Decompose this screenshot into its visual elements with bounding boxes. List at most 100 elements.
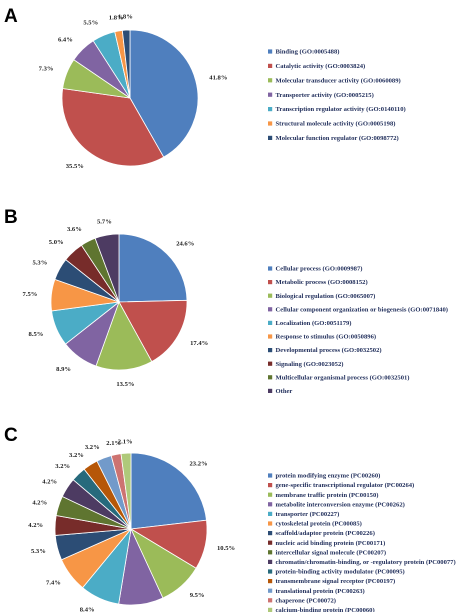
legend-c-swatch-9 xyxy=(268,559,273,564)
legend-c-swatch-5 xyxy=(268,521,273,526)
legend-c-swatch-10 xyxy=(268,569,273,574)
legend-c-swatch-4 xyxy=(268,511,273,516)
legend-b-label-8: Multicellular organismal process (GO:003… xyxy=(276,374,410,381)
legend-c-label-4: transporter (PC00227) xyxy=(276,511,340,518)
legend-a-swatch-4 xyxy=(268,107,273,112)
pie-c-value-label-1: 10.5% xyxy=(217,545,235,552)
legend-c-swatch-13 xyxy=(268,598,273,603)
legend-a-swatch-5 xyxy=(268,121,273,126)
pie-a-value-label-6: 1.8% xyxy=(118,13,133,20)
panel-label-c: C xyxy=(4,425,18,446)
legend-b-label-2: Biological regulation (GO:0065007) xyxy=(276,293,376,300)
pie-c-value-label-9: 4.2% xyxy=(42,479,57,486)
pie-c-value-label-2: 9.5% xyxy=(190,592,205,599)
pie-c-value-label-7: 4.2% xyxy=(28,522,43,529)
legend-a-label-1: Catalytic activity (GO:0003824) xyxy=(276,63,366,70)
pie-c-value-label-6: 5.3% xyxy=(31,548,46,555)
legend-c-swatch-12 xyxy=(268,588,273,593)
legend-c-swatch-1 xyxy=(268,483,273,488)
legend-b-swatch-0 xyxy=(268,266,273,271)
legend-c-label-3: metabolite interconversion enzyme (PC002… xyxy=(276,501,405,508)
legend-c-swatch-3 xyxy=(268,502,273,507)
pie-c-value-label-5: 7.4% xyxy=(46,580,61,587)
pie-a-slice-6 xyxy=(121,29,131,99)
pie-c-value-label-10: 3.2% xyxy=(55,463,70,470)
legend-a-swatch-1 xyxy=(268,63,273,68)
pie-a-value-label-1: 35.5% xyxy=(66,163,84,170)
legend-c-label-12: translational protein (PC00263) xyxy=(276,588,365,595)
pie-c-value-label-13: 2.1% xyxy=(106,440,121,447)
legend-b-swatch-1 xyxy=(268,280,273,285)
legend-b-swatch-8 xyxy=(268,375,273,380)
pie-b-value-label-1: 17.4% xyxy=(190,340,208,347)
legend-c-label-8: intercellular signal molecule (PC00207) xyxy=(276,549,387,556)
legend-a-swatch-3 xyxy=(268,92,273,97)
legend-a-swatch-0 xyxy=(268,49,273,54)
legend-b-swatch-7 xyxy=(268,361,273,366)
pie-c-slice-14 xyxy=(120,452,132,530)
pie-a-value-label-3: 6.4% xyxy=(58,37,73,44)
pie-c-value-label-14: 2.1% xyxy=(118,439,133,446)
pie-c-value-label-8: 4.2% xyxy=(32,499,47,506)
pie-a-value-label-0: 41.8% xyxy=(209,74,227,81)
legend-c-label-11: transmembrane signal receptor (PC00197) xyxy=(276,578,396,585)
panel-b: B 24.6% 17.4% 13.5% 8.9% 8.5% 7.5% 5.3% 5.0%3.6%… xyxy=(4,207,448,395)
pie-b-slice-0 xyxy=(118,233,188,303)
legend-c-swatch-0 xyxy=(268,473,273,478)
legend-b-swatch-9 xyxy=(268,388,273,393)
legend-a-label-3: Transporter activity (GO:0005215) xyxy=(276,92,374,99)
legend-b-swatch-3 xyxy=(268,307,273,312)
pie-c-slice-0 xyxy=(130,452,207,530)
legend-b-swatch-6 xyxy=(268,348,273,353)
panel-a: A 41.8% 35.5% 7.3% 6.4% 5.5% 1.8%1.8% Binding (… xyxy=(4,6,406,170)
legend-c-swatch-8 xyxy=(268,550,273,555)
legend-c-label-5: cytoskeletal protein (PC00085) xyxy=(276,521,362,528)
pie-a-slice-0 xyxy=(129,29,199,158)
legend-a-swatch-2 xyxy=(268,78,273,83)
legend-a-label-0: Binding (GO:0005488) xyxy=(276,49,340,56)
legend-a-label-2: Molecular transducer activity (GO:006008… xyxy=(276,77,401,84)
legend-c-label-13: chaperone (PC00072) xyxy=(276,597,337,604)
legend-a-label-4: Transcription regulator activity (GO:014… xyxy=(276,106,406,113)
pie-c-value-label-4: 8.4% xyxy=(80,606,95,612)
legend-c-swatch-2 xyxy=(268,492,273,497)
pie-b-slice-9 xyxy=(94,233,120,303)
legend-a-label-5: Structural molecule activity (GO:0005198… xyxy=(276,121,396,128)
pie-b-value-label-8: 3.6% xyxy=(67,226,82,233)
pie-c-value-label-11: 3.2% xyxy=(69,452,84,459)
panel-label-a: A xyxy=(4,6,18,27)
legend-b-label-0: Cellular process (GO:0009987) xyxy=(276,266,363,273)
pie-b-slice-2 xyxy=(95,301,153,371)
pie-c-value-label-0: 23.2% xyxy=(190,461,208,468)
legend-b-label-7: Signaling (GO:0023052) xyxy=(276,361,344,368)
legend-b-label-1: Metabolic process (GO:0008152) xyxy=(276,279,368,286)
pie-b-value-label-2: 13.5% xyxy=(116,381,134,388)
pie-b-value-label-0: 24.6% xyxy=(176,241,194,248)
legend-b-label-4: Localization (GO:0051179) xyxy=(276,320,352,327)
legend-b-label-5: Response to stimulus (GO:0050896) xyxy=(276,334,377,341)
legend-c-label-10: protein-binding activity modulator (PC00… xyxy=(276,569,405,576)
legend-b-swatch-5 xyxy=(268,334,273,339)
panel-label-b: B xyxy=(4,207,18,228)
pie-a-value-label-5: 1.8% xyxy=(109,15,124,22)
legend-c-label-0: protein modifying enzyme (PC00260) xyxy=(276,473,381,480)
legend-c-swatch-14 xyxy=(268,607,273,612)
legend-b-swatch-2 xyxy=(268,293,273,298)
legend-c-swatch-7 xyxy=(268,540,273,545)
legend-a-label-6: Molecular function regulator (GO:0098772… xyxy=(276,135,399,142)
legend-c-label-6: scaffold/adaptor protein (PC00226) xyxy=(276,530,375,537)
pie-b-value-label-6: 5.3% xyxy=(32,260,47,267)
pie-a-value-label-4: 5.5% xyxy=(83,20,98,27)
pie-b-value-label-7: 5.0% xyxy=(49,239,64,246)
legend-c-label-14: calcium-binding protein (PC00060) xyxy=(276,607,375,612)
pie-b-value-label-9: 5.7% xyxy=(97,219,112,226)
legend-b-label-9: Other xyxy=(276,388,293,395)
pie-a-value-label-2: 7.3% xyxy=(39,66,54,73)
legend-c-swatch-6 xyxy=(268,531,273,536)
panel-c: C23.2%10.5%9.5%9.5%8.4%7.4%5.3%4.2%4.2%4… xyxy=(4,425,456,612)
pie-b-slice-1 xyxy=(118,299,188,363)
legend-b-swatch-4 xyxy=(268,320,273,325)
legend-c-label-9: chromatin/chromatin-binding, or -regulat… xyxy=(276,559,456,566)
pie-b-value-label-4: 8.5% xyxy=(29,331,44,338)
